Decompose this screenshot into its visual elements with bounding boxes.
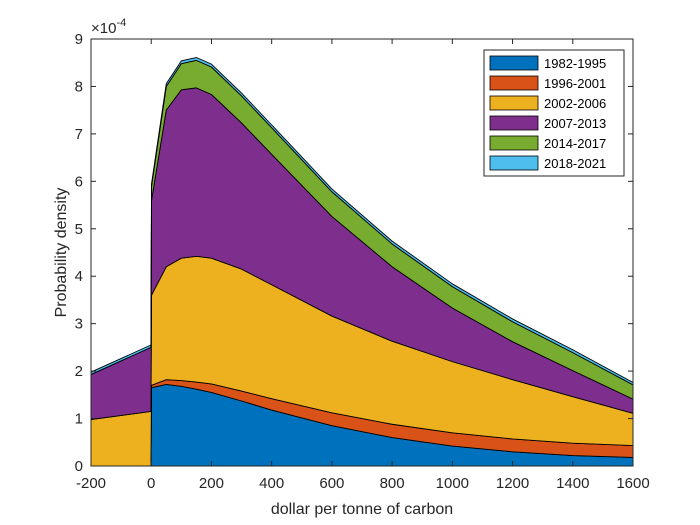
x-tick-label: 800: [380, 475, 405, 492]
y-axis-label: Probability density: [53, 188, 70, 318]
legend-swatch: [489, 155, 539, 171]
legend-swatch: [489, 55, 539, 71]
y-tick-label: 7: [75, 126, 83, 143]
x-tick-label: 600: [319, 475, 344, 492]
legend-box: [483, 49, 625, 177]
y-tick-label: 1: [75, 411, 83, 428]
y-tick-label: 4: [75, 268, 83, 285]
legend-entry-label: 1982-1995: [544, 56, 606, 71]
axes-box: [90, 38, 634, 467]
y-tick-label: 6: [75, 173, 83, 190]
x-tick-label: 1600: [616, 475, 649, 492]
y-tick-label: 0: [75, 458, 83, 475]
legend-swatch: [489, 135, 539, 151]
y-tick-label: 3: [75, 316, 83, 333]
legend-entry-label: 2007-2013: [544, 116, 606, 131]
y-multiplier-label: ×10-4: [91, 17, 126, 37]
legend-swatch: [489, 115, 539, 131]
x-tick-label: 400: [259, 475, 284, 492]
y-tick-label: 2: [75, 363, 83, 380]
legend-swatch: [489, 75, 539, 91]
x-tick-label: 0: [147, 475, 155, 492]
legend-entry-label: 1996-2001: [544, 76, 606, 91]
y-tick-label: 9: [75, 31, 83, 48]
x-tick-label: -200: [76, 475, 106, 492]
x-tick-label: 1200: [496, 475, 529, 492]
y-tick-label: 8: [75, 78, 83, 95]
x-axis-ticks: -200 0 200 400 600 800 1000 1200 1400 1600: [76, 39, 650, 492]
y-axis-ticks: 0 1 2 3 4 5 6 7 8 9: [75, 31, 633, 475]
x-tick-label: 1400: [556, 475, 589, 492]
legend-entry-label: 2002-2006: [544, 96, 606, 111]
legend: 1982-1995 1996-2001 2002-2006 2007-2013 2014…: [483, 49, 625, 177]
legend-swatch: [489, 95, 539, 111]
legend-entry-label: 2014-2017: [544, 136, 606, 151]
y-tick-label: 5: [75, 221, 83, 238]
legend-entry-label: 2018-2021: [544, 156, 606, 171]
x-tick-label: 1000: [436, 475, 469, 492]
stacked-areas: [90, 57, 634, 467]
x-axis-label: dollar per tonne of carbon: [271, 501, 453, 518]
x-tick-label: 200: [199, 475, 224, 492]
